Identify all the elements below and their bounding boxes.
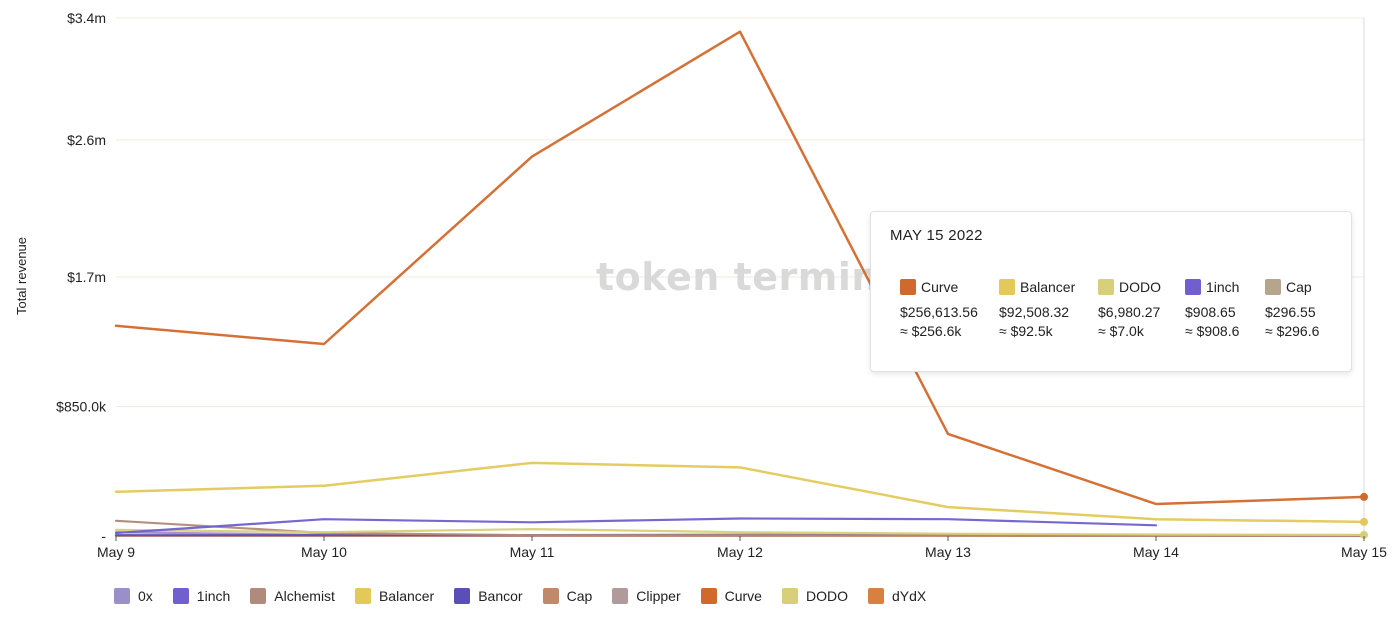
y-axis-ticks: - $850.0k $1.7m $2.6m $3.4m (56, 10, 107, 544)
watermark-logo: token terminal (596, 255, 919, 299)
hover-marker-dodo (1360, 530, 1368, 539)
legend-swatch (542, 588, 559, 604)
tooltip-value: $296.55 (1265, 304, 1316, 320)
series-line-balancer (114, 461, 1366, 524)
series-lines (114, 30, 1366, 538)
tooltip-entry: DODO $6,980.27 ≈ $7.0k (1098, 278, 1182, 339)
legend-label: 0x (138, 588, 153, 604)
tooltip-series-name: Balancer (1020, 279, 1076, 295)
tooltip-value: $256,613.56 (900, 304, 978, 320)
legend-item-alchemist[interactable]: Alchemist (250, 588, 335, 604)
legend-label: dYdX (891, 588, 927, 604)
tooltip-approx-value: ≈ $7.0k (1098, 323, 1144, 339)
legend-label: 1inch (196, 588, 231, 604)
tooltip-series-name: Cap (1286, 279, 1312, 295)
legend-item-balancer[interactable]: Balancer (354, 588, 435, 604)
legend-item-clipper[interactable]: Clipper (612, 588, 681, 604)
tooltip-date: MAY 15 2022 (890, 227, 983, 244)
tooltip-value: $908.65 (1185, 304, 1236, 320)
series-line-curve (114, 30, 1366, 506)
tooltip-swatch (999, 279, 1015, 295)
legend-item-curve[interactable]: Curve (700, 588, 762, 604)
x-tick-label: May 13 (925, 544, 971, 560)
tooltip-approx-value: ≈ $296.6 (1265, 323, 1320, 339)
tooltip-value: $6,980.27 (1098, 304, 1161, 320)
tooltip-approx-value: ≈ $92.5k (999, 323, 1053, 339)
x-tick-label: May 15 (1341, 544, 1387, 560)
hover-markers (1360, 18, 1368, 539)
legend-swatch (700, 588, 717, 604)
legend-label: Clipper (636, 588, 681, 604)
legend: 0x 1inch Alchemist Balancer Bancor Cap Clipper… (114, 588, 946, 604)
legend-item-0x[interactable]: 0x (114, 588, 153, 604)
tooltip-approx-value: ≈ $908.6 (1185, 323, 1240, 339)
tooltip: MAY 15 2022 Curve $256,613.56 ≈ $256.6k Bal… (870, 211, 1352, 372)
legend-swatch (867, 588, 884, 604)
legend-swatch (612, 588, 629, 604)
legend-swatch (354, 588, 371, 604)
legend-item-cap[interactable]: Cap (542, 588, 593, 604)
legend-swatch (172, 588, 189, 604)
tooltip-series-name: 1inch (1206, 279, 1240, 295)
legend-item-bancor[interactable]: Bancor (454, 588, 523, 604)
legend-label: Balancer (378, 588, 435, 604)
tooltip-swatch (1265, 279, 1281, 295)
y-tick-label: $1.7m (67, 269, 106, 285)
x-tick-label: May 9 (97, 544, 135, 560)
y-tick-label: $3.4m (67, 10, 106, 26)
x-tick-label: May 12 (717, 544, 763, 560)
tooltip-approx-value: ≈ $256.6k (900, 323, 962, 339)
tooltip-series-name: DODO (1119, 279, 1161, 295)
hover-marker-balancer (1360, 517, 1368, 526)
legend-label: Bancor (478, 588, 523, 604)
x-tick-label: May 11 (510, 544, 555, 560)
legend-swatch (250, 588, 267, 604)
legend-item-1inch[interactable]: 1inch (172, 588, 231, 604)
legend-swatch (781, 588, 798, 604)
y-tick-label: $850.0k (56, 399, 107, 415)
tooltip-entry: 1inch $908.65 ≈ $908.6 (1185, 278, 1269, 339)
series-line-dodo (114, 528, 1366, 536)
tooltip-entry: Curve $256,613.56 ≈ $256.6k (900, 278, 984, 339)
x-tick-label: May 14 (1133, 544, 1179, 560)
legend-label: DODO (805, 588, 848, 604)
y-tick-label: - (101, 528, 106, 544)
x-tick-label: May 10 (301, 544, 347, 560)
tooltip-entry: Balancer $92,508.32 ≈ $92.5k (999, 278, 1083, 339)
legend-label: Curve (724, 588, 762, 604)
tooltip-entry: Cap $296.55 ≈ $296.6 (1265, 278, 1349, 339)
legend-label: Cap (566, 588, 593, 604)
tooltip-swatch (1185, 279, 1201, 295)
legend-item-dodo[interactable]: DODO (781, 588, 848, 604)
legend-swatch (114, 588, 130, 604)
legend-swatch (454, 588, 471, 604)
legend-label: Alchemist (274, 588, 335, 604)
x-axis-ticks: May 9 May 10 May 11 May 12 May 13 May 14 May 1… (97, 536, 1387, 560)
tooltip-swatch (900, 279, 916, 295)
tooltip-series-name: Curve (921, 279, 959, 295)
y-axis-title: Total revenue (14, 237, 29, 315)
tooltip-value: $92,508.32 (999, 304, 1070, 320)
tooltip-swatch (1098, 279, 1114, 295)
y-tick-label: $2.6m (67, 132, 106, 148)
series-line-1inch (114, 517, 1158, 535)
legend-item-dydx[interactable]: dYdX (867, 588, 927, 604)
hover-marker-curve (1360, 492, 1368, 501)
